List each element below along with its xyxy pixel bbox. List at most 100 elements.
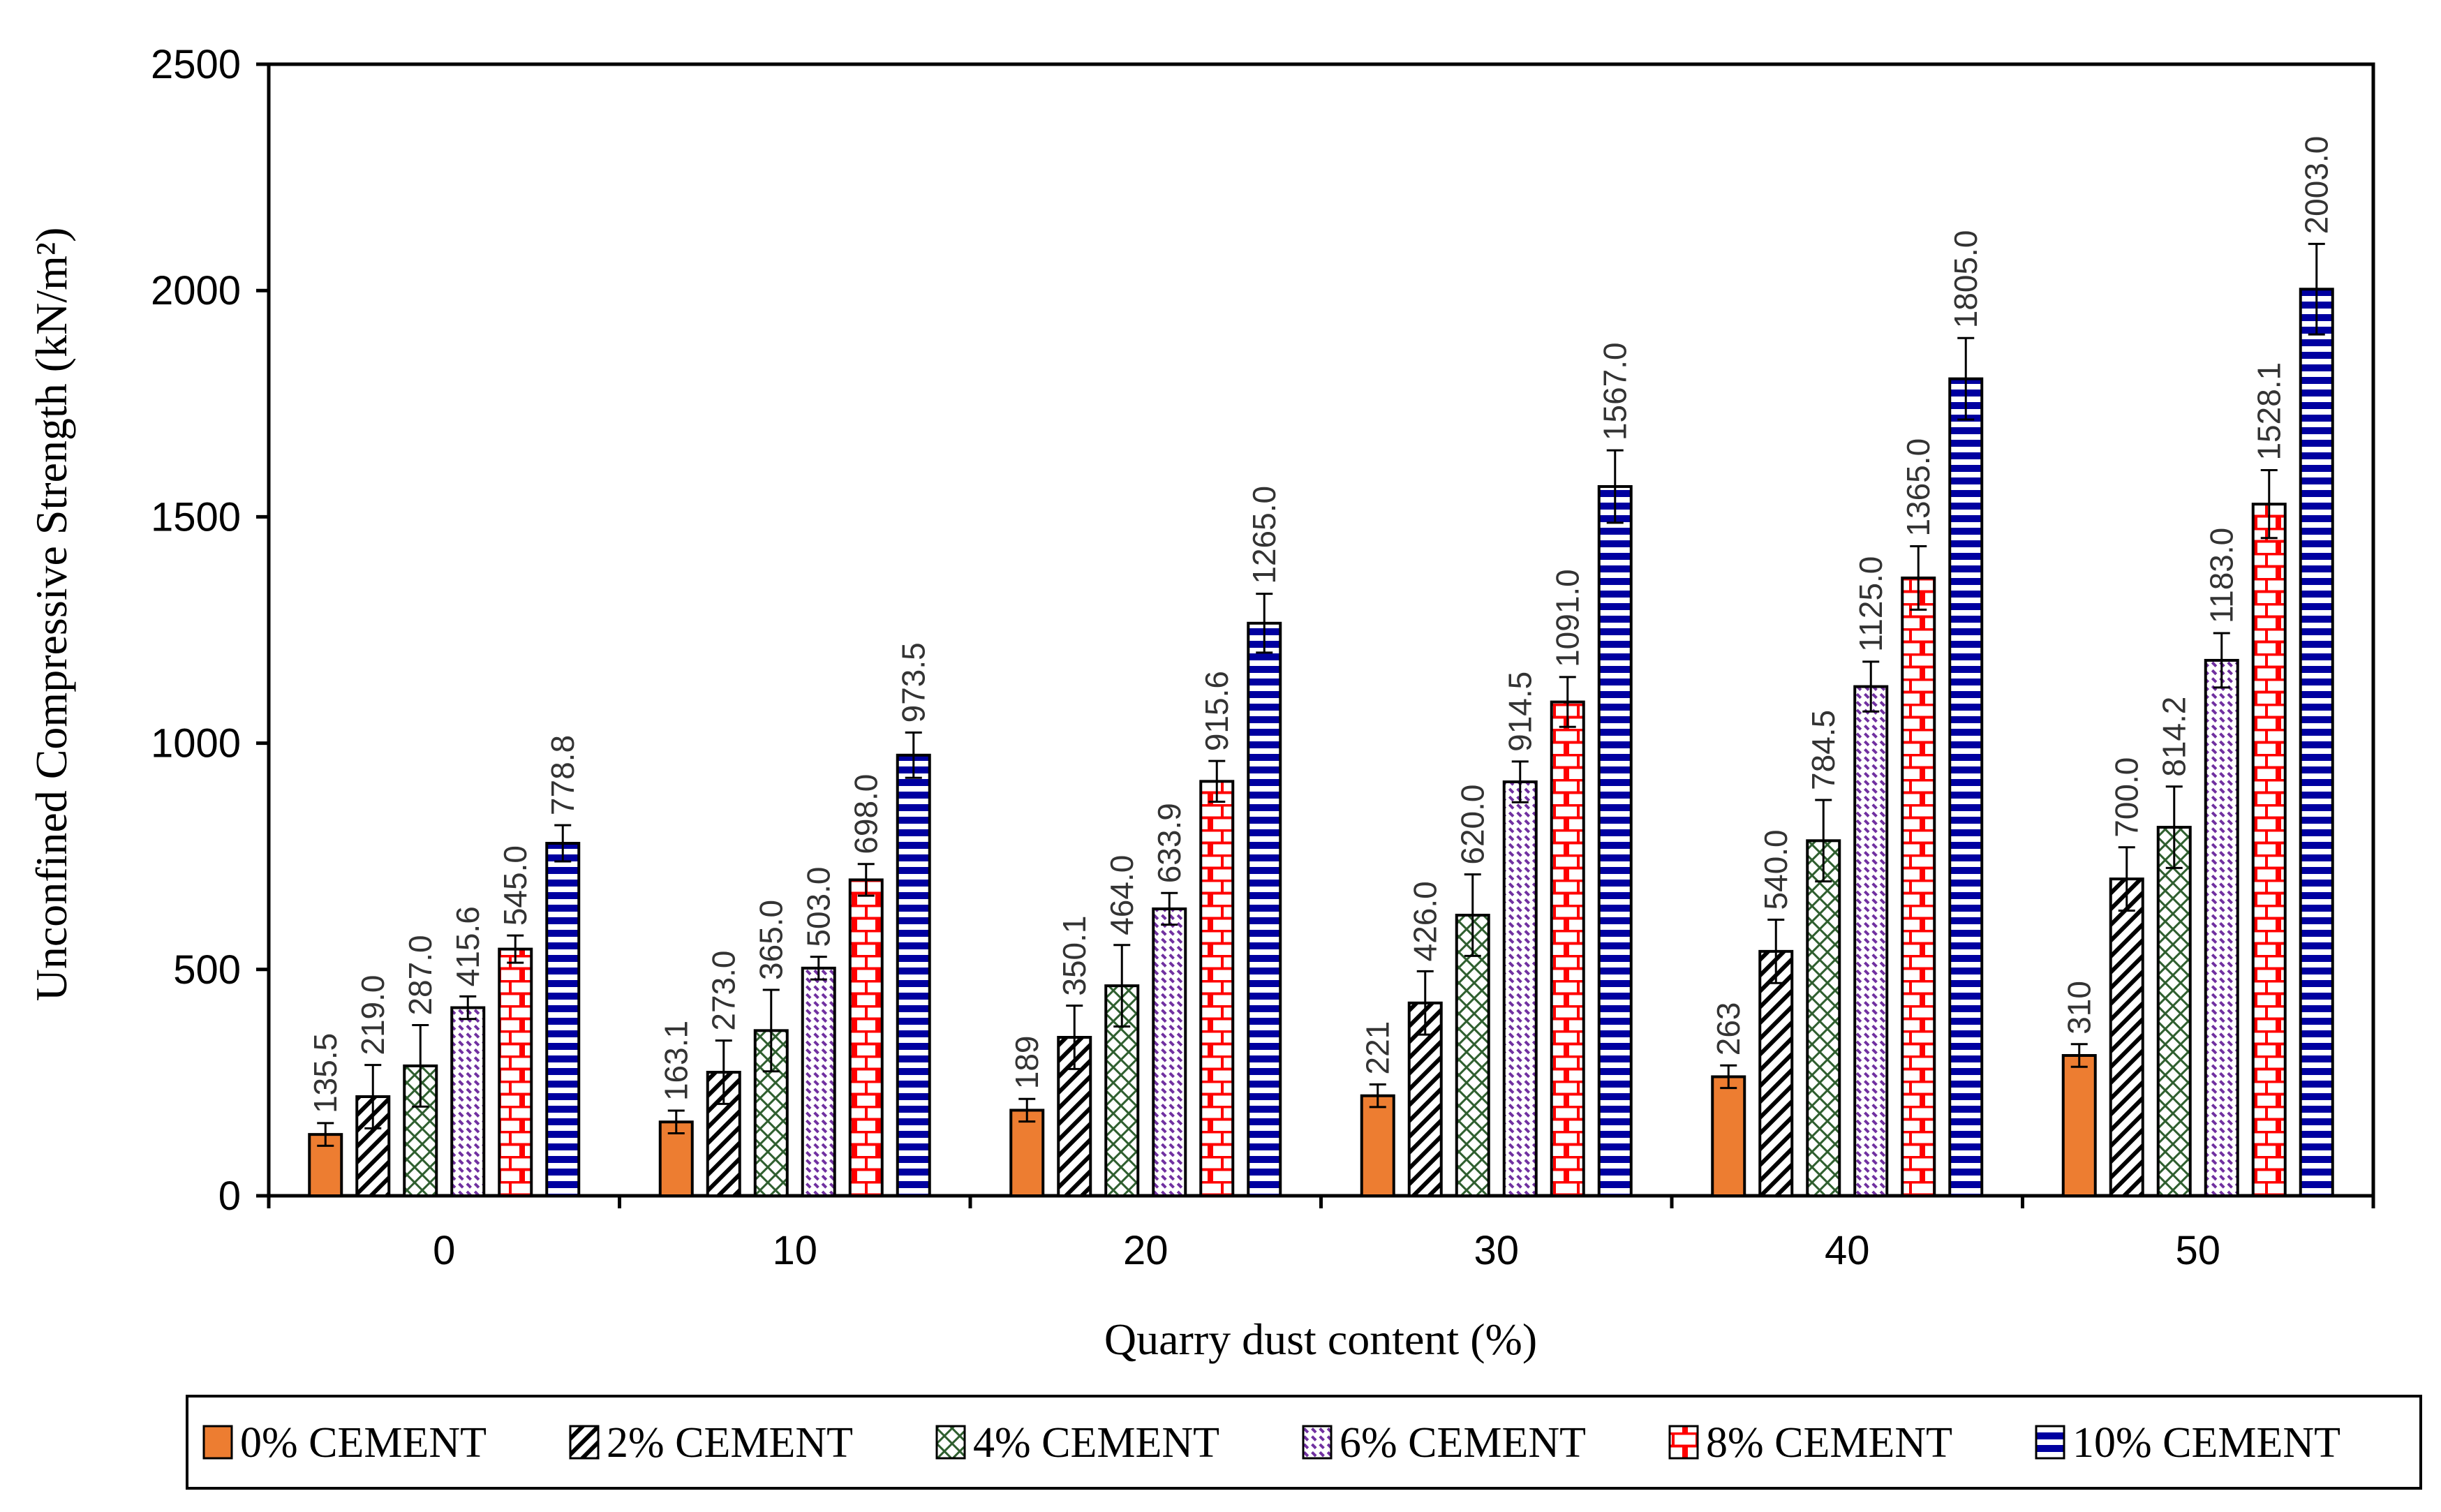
legend-label: 0% CEMENT	[240, 1419, 487, 1467]
error-bar	[2213, 632, 2230, 689]
x-tick-label: 10	[772, 1228, 817, 1273]
bar	[450, 1006, 486, 1197]
legend-item: 8% CEMENT	[1668, 1419, 1952, 1467]
bar	[1597, 484, 1633, 1197]
data-label: 135.5	[307, 1033, 343, 1113]
legend-label: 8% CEMENT	[1706, 1419, 1952, 1467]
error-bar	[905, 731, 922, 779]
data-label: 814.2	[2156, 697, 2193, 777]
bar	[1853, 685, 1889, 1197]
y-tick-label: 1000	[151, 721, 241, 766]
y-tick-label: 0	[218, 1173, 241, 1219]
legend: 0% CEMENT 2% CEMENT 4% CEMENT 6% CEMENT 8% C…	[186, 1395, 2422, 1490]
legend-label: 2% CEMENT	[607, 1419, 853, 1467]
data-label: 540.0	[1758, 829, 1794, 910]
legend-item: 0% CEMENT	[202, 1419, 487, 1467]
error-bar	[2308, 242, 2325, 336]
error-bar	[1369, 1083, 1386, 1109]
data-label: 1365.0	[1900, 438, 1936, 537]
data-label: 365.0	[753, 900, 789, 980]
bar	[2061, 1053, 2097, 1197]
legend-item: 2% CEMENT	[569, 1419, 853, 1467]
bar	[1711, 1075, 1746, 1198]
data-label: 778.8	[544, 735, 581, 815]
legend-swatch	[935, 1425, 966, 1460]
data-label: 310	[2061, 981, 2098, 1035]
legend-swatch	[2035, 1425, 2065, 1460]
error-bar	[364, 1064, 382, 1129]
y-tick-label: 1500	[151, 494, 241, 540]
legend-swatch	[1302, 1425, 1333, 1460]
bar	[1758, 949, 1794, 1197]
x-tick-label: 0	[433, 1228, 455, 1273]
error-bar	[762, 988, 780, 1073]
x-tick-label: 50	[2175, 1228, 2220, 1273]
bar	[1247, 621, 1282, 1197]
x-tick-label: 30	[1474, 1228, 1519, 1273]
error-bar	[1018, 1097, 1036, 1123]
bar	[2299, 288, 2334, 1198]
error-bar	[1559, 676, 1576, 728]
data-label: 219.0	[355, 974, 391, 1055]
error-bar	[1256, 593, 1273, 654]
data-label: 1125.0	[1853, 556, 1889, 652]
y-tick-label: 2500	[151, 42, 241, 87]
error-bar	[1511, 760, 1529, 803]
data-label: 2003.0	[2299, 136, 2335, 235]
data-label: 545.0	[497, 845, 533, 926]
bar	[2156, 826, 2192, 1198]
error-bar	[1862, 660, 1880, 713]
error-bar	[1161, 891, 1178, 926]
error-bar	[857, 863, 875, 897]
error-bar	[1416, 970, 1434, 1036]
bar	[1455, 913, 1490, 1197]
error-bar	[715, 1039, 732, 1105]
legend-swatch	[1668, 1425, 1699, 1460]
error-bar	[1606, 449, 1624, 524]
bar	[1152, 907, 1187, 1197]
x-tick-label: 20	[1123, 1228, 1168, 1273]
data-label: 1265.0	[1246, 486, 1282, 584]
data-label: 915.6	[1199, 671, 1235, 751]
error-bar	[412, 1024, 429, 1108]
data-label: 163.1	[658, 1021, 695, 1101]
plot-frame	[267, 62, 2375, 1198]
error-bar	[2118, 846, 2135, 912]
x-axis-title: Quarry dust content (%)	[1104, 1314, 1537, 1364]
error-bar	[1720, 1064, 1737, 1090]
data-label: 350.1	[1056, 915, 1092, 995]
error-bar	[459, 995, 477, 1021]
error-bar	[554, 824, 572, 863]
data-label: 973.5	[896, 642, 932, 722]
bar	[896, 753, 931, 1197]
x-axis-ticks: 0 10 20 30 40 50	[267, 1196, 2375, 1273]
data-label: 221	[1360, 1021, 1396, 1075]
data-label: 633.9	[1151, 803, 1187, 883]
error-bar	[2165, 785, 2183, 869]
data-label: 914.5	[1502, 672, 1538, 752]
bar	[545, 842, 581, 1198]
data-label: 700.0	[2109, 757, 2145, 838]
data-label: 287.0	[402, 935, 438, 1015]
data-label: 620.0	[1455, 785, 1491, 865]
data-label: 189	[1009, 1035, 1045, 1089]
error-bar	[317, 1122, 334, 1147]
legend-item: 4% CEMENT	[935, 1419, 1219, 1467]
error-bar	[1910, 545, 1927, 611]
legend-swatch	[202, 1425, 233, 1460]
bar	[1009, 1109, 1045, 1197]
bar	[1901, 576, 1936, 1197]
data-label: 1528.1	[2251, 362, 2287, 461]
error-bar	[1208, 759, 1226, 803]
bar	[2109, 877, 2144, 1197]
legend-item: 6% CEMENT	[1302, 1419, 1586, 1467]
legend-swatch	[569, 1425, 600, 1460]
data-label: 784.5	[1805, 710, 1841, 790]
legend-label: 4% CEMENT	[973, 1419, 1219, 1467]
bar	[1502, 780, 1538, 1197]
bar	[1360, 1094, 1395, 1198]
error-bar	[1464, 873, 1481, 957]
data-label: 426.0	[1407, 881, 1444, 961]
error-bar	[2260, 469, 2278, 540]
